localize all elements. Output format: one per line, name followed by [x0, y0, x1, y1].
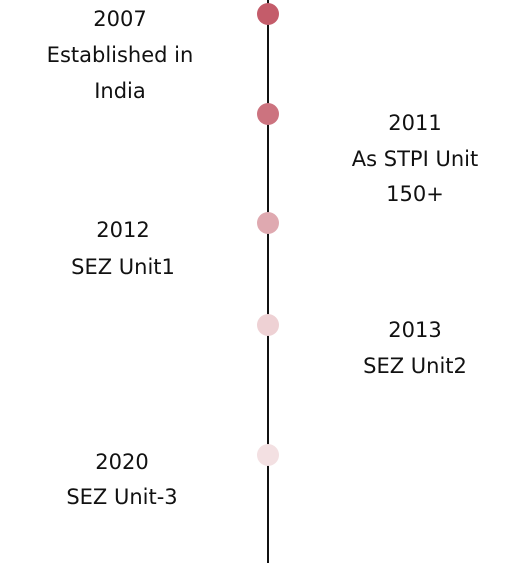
milestone-year: 2012: [96, 218, 149, 242]
milestone-dot: [257, 103, 279, 125]
milestone-text: SEZ Unit-3: [66, 485, 177, 509]
milestone-text: India: [94, 79, 146, 103]
milestone-dot: [257, 444, 279, 466]
milestone-dot: [257, 212, 279, 234]
milestone-year: 2020: [95, 450, 148, 474]
milestone-text: 150+: [386, 182, 444, 206]
milestone-text: SEZ Unit2: [363, 354, 467, 378]
milestone-text: Established in: [47, 43, 194, 67]
milestone-year: 2011: [388, 111, 441, 135]
milestone-dot: [257, 314, 279, 336]
milestone-text: As STPI Unit: [352, 147, 478, 171]
milestone-dot: [257, 3, 279, 25]
milestone-text: SEZ Unit1: [71, 255, 175, 279]
milestone-year: 2007: [93, 7, 146, 31]
milestone-year: 2013: [388, 318, 441, 342]
